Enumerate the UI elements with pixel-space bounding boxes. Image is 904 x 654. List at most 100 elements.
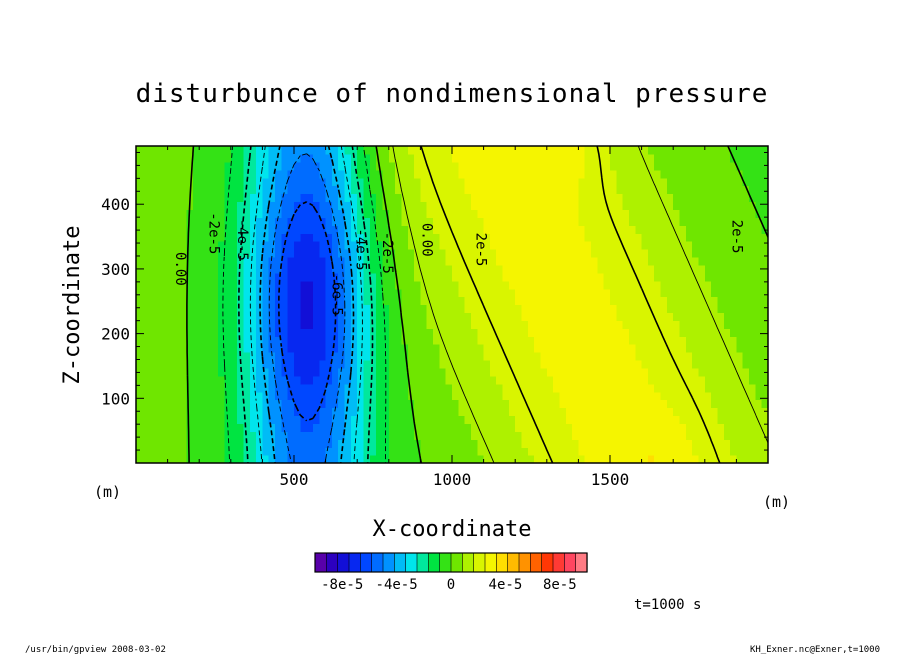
- heatmap-cell: [515, 256, 523, 266]
- heatmap-cell: [591, 447, 598, 456]
- heatmap-cell: [199, 328, 207, 337]
- heatmap-cell: [426, 280, 434, 290]
- heatmap-cell: [439, 280, 447, 290]
- heatmap-cell: [275, 320, 282, 329]
- heatmap-cell: [515, 328, 523, 337]
- heatmap-cell: [224, 177, 232, 187]
- heatmap-cell: [565, 225, 573, 234]
- heatmap-cell: [426, 193, 434, 203]
- heatmap-cell: [192, 264, 200, 274]
- heatmap-cell: [312, 272, 320, 282]
- heatmap-cell: [218, 383, 226, 393]
- heatmap-cell: [628, 241, 636, 250]
- heatmap-cell: [237, 256, 245, 266]
- heatmap-cell: [610, 431, 617, 440]
- heatmap-cell: [540, 304, 548, 314]
- heatmap-cell: [502, 241, 510, 250]
- heatmap-cell: [483, 209, 491, 218]
- heatmap-cell: [628, 431, 636, 440]
- heatmap-cell: [154, 233, 162, 242]
- heatmap-cell: [666, 256, 674, 266]
- heatmap-cell: [376, 264, 384, 274]
- heatmap-cell: [452, 312, 459, 321]
- heatmap-cell: [376, 177, 384, 187]
- heatmap-cell: [395, 359, 403, 369]
- heatmap-cell: [698, 320, 706, 329]
- heatmap-cell: [521, 407, 529, 417]
- heatmap-cell: [641, 185, 649, 195]
- heatmap-cell: [256, 146, 263, 155]
- heatmap-cell: [319, 383, 327, 393]
- heatmap-cell: [154, 391, 162, 401]
- heatmap-cell: [249, 399, 257, 409]
- heatmap-cell: [597, 249, 605, 258]
- heatmap-cell: [319, 193, 327, 203]
- heatmap-cell: [173, 241, 181, 250]
- contour-label: 0.00: [419, 223, 435, 257]
- heatmap-cell: [426, 241, 434, 250]
- heatmap-cell: [401, 288, 409, 298]
- heatmap-cell: [464, 383, 472, 393]
- heatmap-cell: [376, 415, 384, 424]
- heatmap-cell: [591, 288, 598, 298]
- heatmap-cell: [161, 375, 169, 385]
- heatmap-cell: [243, 185, 251, 195]
- heatmap-cell: [540, 455, 548, 463]
- heatmap-cell: [230, 264, 238, 274]
- heatmap-cell: [679, 153, 687, 163]
- heatmap-cell: [584, 431, 592, 440]
- heatmap-cell: [616, 407, 624, 417]
- heatmap-cell: [445, 233, 453, 242]
- heatmap-cell: [660, 399, 668, 409]
- heatmap-cell: [256, 352, 263, 361]
- heatmap-cell: [578, 233, 586, 242]
- heatmap-cell: [610, 375, 617, 385]
- heatmap-cell: [338, 447, 346, 456]
- heatmap-cell: [610, 280, 617, 290]
- heatmap-cell: [755, 272, 763, 282]
- heatmap-cell: [344, 209, 352, 218]
- heatmap-cell: [445, 209, 453, 218]
- heatmap-cell: [654, 312, 662, 321]
- heatmap-cell: [414, 344, 421, 353]
- heatmap-cell: [698, 423, 706, 432]
- heatmap-cell: [407, 177, 415, 187]
- heatmap-cell: [540, 161, 548, 171]
- heatmap-cell: [142, 153, 150, 163]
- heatmap-cell: [572, 407, 579, 417]
- heatmap-cell: [420, 146, 428, 155]
- heatmap-cell: [205, 423, 213, 432]
- heatmap-cell: [414, 367, 421, 377]
- heatmap-cell: [502, 439, 510, 448]
- heatmap-cell: [180, 407, 188, 417]
- heatmap-cell: [312, 407, 320, 417]
- heatmap-cell: [224, 153, 232, 163]
- heatmap-cell: [199, 383, 207, 393]
- heatmap-cell: [597, 447, 605, 456]
- heatmap-cell: [679, 415, 687, 424]
- heatmap-cell: [527, 280, 535, 290]
- heatmap-cell: [692, 288, 700, 298]
- heatmap-cell: [597, 225, 605, 234]
- heatmap-cell: [572, 272, 579, 282]
- heatmap-cell: [243, 359, 251, 369]
- heatmap-cell: [559, 328, 567, 337]
- heatmap-cell: [578, 264, 586, 274]
- heatmap-cell: [331, 328, 339, 337]
- heatmap-cell: [622, 352, 630, 361]
- heatmap-cell: [205, 209, 213, 218]
- heatmap-cell: [628, 352, 636, 361]
- heatmap-cell: [224, 304, 232, 314]
- heatmap-cell: [154, 352, 162, 361]
- heatmap-cell: [401, 383, 409, 393]
- heatmap-cell: [654, 161, 662, 171]
- heatmap-cell: [237, 407, 245, 417]
- heatmap-cell: [610, 383, 617, 393]
- heatmap-cell: [445, 146, 453, 155]
- heatmap-cell: [641, 201, 649, 210]
- heatmap-cell: [521, 217, 529, 226]
- heatmap-cell: [369, 169, 377, 179]
- heatmap-cell: [610, 344, 617, 353]
- heatmap-cell: [489, 201, 497, 210]
- heatmap-cell: [426, 225, 434, 234]
